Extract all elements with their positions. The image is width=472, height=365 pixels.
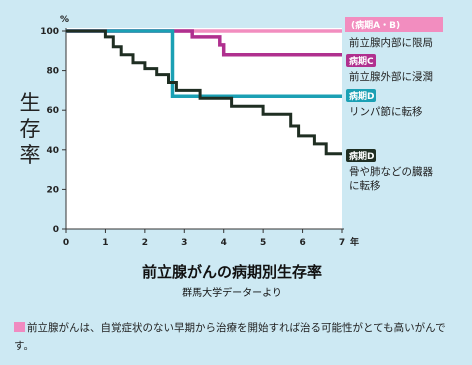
x-tick-label: 7 [339,238,345,248]
footnote-text: 前立腺がんは、自覚症状のない早期から治療を開始すれば治る可能性がとても高いがんで… [14,322,446,352]
x-axis-unit: 年 [350,236,359,248]
y-axis-label-char: 率 [20,143,41,167]
series-line [66,29,342,99]
x-tick-label: 5 [260,238,266,248]
x-tick-label: 2 [142,238,148,248]
legend-tag-ab-bg [345,17,443,32]
x-tick-label: 0 [63,238,69,248]
chart-title: 前立腺がんの病期別生存率 [142,263,322,281]
y-axis-unit: % [60,15,69,25]
legend-tag-c-bg [346,54,376,67]
y-axis-label-char: 生 [20,91,41,115]
y-tick-label: 100 [40,27,59,37]
series-line [66,29,342,156]
x-tick-label: 4 [221,238,227,248]
series-lines [66,29,342,156]
legend-label-d2-line1: 骨や肺などの臓器 [349,166,433,178]
legend-tag-ab: (病期A・B) [351,19,400,31]
y-tick-label: 60 [46,106,59,116]
tick-labels: 0 20 40 60 80 100 0 1 2 3 4 5 6 7 [40,27,345,248]
legend-tag-d2-bg [346,149,376,162]
series-line [66,29,342,57]
y-tick-label: 0 [53,225,59,235]
y-tick-label: 80 [46,67,59,77]
y-tick-label: 40 [46,146,59,156]
legend-tag-d1-bg [346,89,376,102]
x-tick-label: 3 [181,238,187,248]
note-marker-icon [14,322,25,332]
legend-label-c-inner: 前立腺内部に限局 [349,36,433,49]
legend-label-d2-line2: に転移 [349,179,381,192]
plot-area [66,28,342,229]
y-axis-label-char: 存 [20,117,41,141]
legend-tag-d1: 病期D [349,90,374,102]
y-tick-label: 20 [46,185,59,195]
footnote: 前立腺がんは、自覚症状のない早期から治療を開始すれば治る可能性がとても高いがんで… [14,319,454,355]
legend-tag-d2: 病期D [349,150,374,162]
chart-source: 群馬大学データーより [182,286,282,299]
legend-label-c-outer: 前立腺外部に浸潤 [349,70,433,83]
y-axis-label: 生存率 [20,91,41,167]
legend-tag-c: 病期C [349,55,374,67]
legend: (病期A・B) 前立腺内部に限局 病期C 前立腺外部に浸潤 病期D リンパ節に転… [345,17,443,192]
x-tick-label: 6 [299,238,305,248]
legend-label-d1: リンパ節に転移 [349,105,423,118]
x-tick-label: 1 [102,238,108,248]
axes [62,28,344,233]
